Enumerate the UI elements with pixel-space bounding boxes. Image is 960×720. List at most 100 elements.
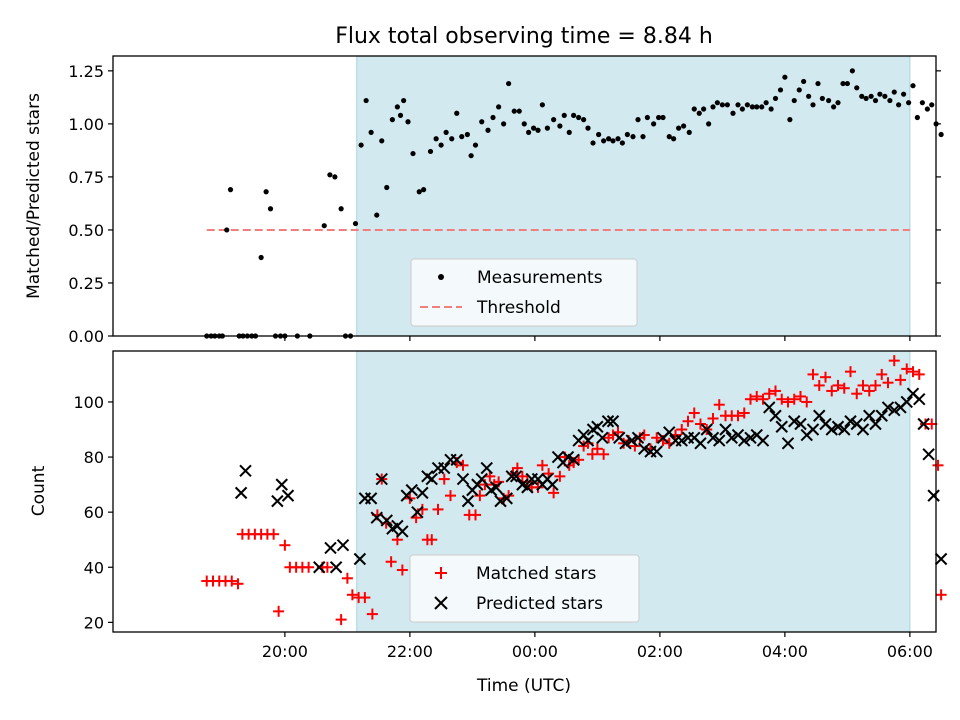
legend-x-marker-icon (434, 596, 448, 610)
predicted-star-point (313, 561, 326, 574)
matched-star-point (932, 459, 944, 471)
matched-star-point (554, 470, 566, 482)
predicted-star-point (405, 483, 418, 497)
predicted-star-point (917, 417, 930, 431)
measurement-point (924, 106, 930, 112)
predicted-star-point (336, 539, 350, 552)
matched-star-point (913, 368, 925, 380)
top-legend: Measurements Threshold (410, 258, 638, 327)
matched-star-point (807, 368, 819, 380)
predicted-star-point (794, 417, 807, 431)
measurement-point (656, 114, 662, 121)
measurement-point (714, 100, 720, 106)
measurement-point (511, 108, 517, 114)
measurement-point (401, 97, 407, 104)
predicted-star-point (364, 492, 378, 505)
measurement-point (227, 187, 234, 193)
matched-star-point (548, 487, 560, 499)
matched-star-point (763, 388, 775, 400)
predicted-star-point (663, 426, 676, 439)
predicted-star-point (806, 423, 820, 436)
measurement-point (640, 134, 646, 140)
matched-star-point (695, 418, 706, 430)
measurement-point (681, 123, 687, 129)
legend-matched-label: Matched stars (476, 564, 596, 584)
predicted-star-point (456, 472, 470, 486)
predicted-star-point (480, 461, 493, 475)
measurement-point (914, 114, 920, 121)
measurement-point (438, 142, 444, 148)
legend-predicted-label: Predicted stars (476, 594, 603, 614)
predicted-star-point (725, 431, 738, 444)
top-y-tick-label: 1.25 (68, 62, 104, 81)
predicted-star-point (500, 492, 513, 505)
predicted-star-point (694, 437, 707, 450)
matched-star-point (516, 470, 528, 482)
measurement-point (735, 102, 741, 108)
matched-star-point (838, 382, 850, 394)
bottom-y-tick-label: 20 (84, 613, 104, 632)
predicted-star-point (521, 481, 534, 494)
matched-star-point (857, 379, 869, 391)
matched-star-point (801, 396, 813, 408)
measurement-point (358, 142, 364, 148)
matched-star-point (863, 385, 875, 397)
legend-plus-marker-icon (435, 567, 447, 579)
measurement-point (844, 80, 850, 87)
matched-star-point (795, 390, 806, 402)
top-y-axis-label: Matched/Predicted stars (24, 93, 44, 299)
predicted-star-point (638, 442, 651, 456)
measurement-point (863, 95, 869, 102)
predicted-star-point (888, 404, 901, 417)
matched-star-point (713, 399, 725, 411)
matched-star-point (770, 385, 781, 397)
matched-star-point (888, 355, 900, 367)
top-y-ticks: 0.00 0.25 0.50 0.75 1.00 1.25 (68, 62, 941, 346)
predicted-star-point (461, 494, 475, 508)
measurement-point (454, 110, 460, 116)
measurement-point (571, 112, 577, 118)
matched-star-point (536, 459, 548, 471)
top-y-tick-label: 0.25 (68, 274, 104, 293)
measurement-point (854, 85, 860, 91)
measurement-point (610, 138, 616, 144)
measurement-point (624, 131, 630, 138)
top-y-tick-label: 0.75 (68, 168, 104, 187)
bottom-count-points (201, 355, 948, 626)
matched-star-point (782, 396, 794, 408)
legend-measurement-marker-icon (438, 274, 444, 280)
matched-star-point (532, 481, 544, 493)
predicted-star-point (869, 417, 882, 431)
measurement-point (551, 117, 557, 123)
measurement-point (581, 117, 587, 123)
measurement-point (887, 97, 893, 104)
top-y-tick-label: 0.00 (68, 327, 104, 346)
matched-star-point (876, 368, 888, 380)
matched-star-point (279, 539, 291, 551)
measurement-point (521, 121, 527, 127)
measurement-point (671, 136, 677, 142)
bottom-x-tick-label: 22:00 (387, 642, 433, 661)
bottom-axes-frame (112, 350, 937, 633)
measurement-point (410, 150, 416, 157)
matched-star-point (707, 412, 719, 424)
measurement-point (263, 189, 269, 195)
measurement-point (859, 93, 865, 99)
measurement-point (566, 129, 572, 135)
measurement-point (496, 104, 502, 110)
measurement-point (321, 223, 327, 229)
measurement-point (485, 127, 491, 133)
measurement-point (421, 187, 427, 193)
measurement-point (651, 121, 657, 127)
matched-star-point (341, 572, 353, 584)
measurement-point (501, 121, 507, 127)
predicted-star-point (438, 461, 451, 475)
matched-star-point (457, 459, 469, 471)
predicted-star-point (450, 453, 463, 467)
matched-star-point (682, 415, 694, 427)
matched-star-point (882, 377, 894, 389)
predicted-star-point (881, 401, 895, 414)
matched-star-point (470, 509, 481, 521)
predicted-star-point (900, 395, 913, 409)
bottom-legend: Matched stars Predicted stars (409, 554, 640, 623)
